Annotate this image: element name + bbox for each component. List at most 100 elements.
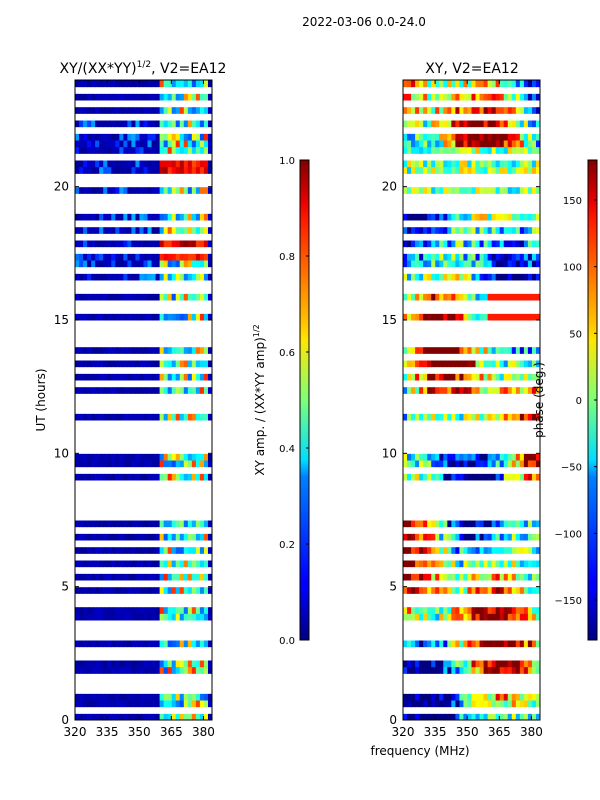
heatmap-cell [95,686,100,694]
heatmap-cell [515,600,521,608]
heatmap-cell [83,406,88,414]
heatmap-cell [187,86,193,94]
heatmap-cell [75,320,80,328]
heatmap-cell [483,500,489,508]
heatmap-cell [115,260,120,268]
heatmap-cell [431,626,436,634]
heatmap-cell [99,206,104,214]
heatmap-cell [207,540,213,548]
heatmap-cell [167,360,173,368]
heatmap-cell [487,700,493,708]
heatmap-cell [523,533,529,541]
heatmap-cell [91,260,96,268]
heatmap-cell [491,706,497,714]
heatmap-cell [427,546,432,554]
heatmap-cell [423,546,428,554]
heatmap-cell [79,393,84,401]
heatmap-cell [203,653,209,661]
heatmap-cell [175,586,181,594]
heatmap-cell [187,346,193,354]
heatmap-cell [103,506,108,514]
heatmap-cell [207,700,213,708]
heatmap-cell [207,606,213,614]
heatmap-cell [483,540,489,548]
heatmap-cell [403,460,408,468]
heatmap-cell [167,133,173,141]
heatmap-cell [91,486,96,494]
heatmap-cell [83,633,88,641]
heatmap-cell [459,440,464,448]
heatmap-cell [163,546,169,554]
heatmap-cell [507,506,513,514]
heatmap-cell [87,393,92,401]
heatmap-cell [419,686,424,694]
heatmap-cell [103,626,108,634]
heatmap-cell [207,373,213,381]
heatmap-cell [171,533,177,541]
heatmap-cell [75,200,80,208]
heatmap-cell [175,500,181,508]
heatmap-cell [87,480,92,488]
heatmap-cell [203,580,209,588]
heatmap-cell [515,546,521,554]
heatmap-cell [495,680,501,688]
heatmap-cell [179,366,185,374]
heatmap-cell [203,240,209,248]
heatmap-cell [175,453,181,461]
heatmap-cell [163,293,169,301]
heatmap-cell [179,420,185,428]
heatmap-cell [427,693,432,701]
heatmap-cell [431,680,436,688]
heatmap-cell [99,406,104,414]
heatmap-cell [111,126,116,134]
heatmap-cell [163,673,169,681]
heatmap-cell [183,466,189,474]
heatmap-cell [99,220,104,228]
heatmap-cell [483,686,489,694]
heatmap-cell [403,413,408,421]
heatmap-cell [91,313,96,321]
heatmap-cell [191,113,197,121]
heatmap-cell [139,86,144,94]
heatmap-cell [455,560,460,568]
heatmap-cell [467,580,472,588]
heatmap-cell [199,126,205,134]
heatmap-cell [107,426,112,434]
heatmap-cell [151,280,157,288]
heatmap-cell [143,400,149,408]
heatmap-cell [199,306,205,314]
heatmap-cell [167,406,173,414]
heatmap-cell [91,380,96,388]
heatmap-cell [427,700,432,708]
heatmap-cell [423,540,428,548]
heatmap-cell [503,426,509,434]
heatmap-cell [143,126,149,134]
heatmap-cell [155,373,161,381]
heatmap-cell [483,493,489,501]
heatmap-cell [203,100,209,108]
heatmap-cell [159,86,165,94]
heatmap-cell [527,713,533,721]
heatmap-cell [167,593,173,601]
heatmap-cell [183,420,189,428]
heatmap-cell [523,620,529,628]
heatmap-cell [179,433,185,441]
heatmap-cell [187,286,193,294]
heatmap-cell [167,646,173,654]
heatmap-cell [407,546,412,554]
heatmap-cell [79,293,84,301]
heatmap-cell [495,640,501,648]
heatmap-cell [175,686,181,694]
heatmap-cell [507,593,513,601]
heatmap-cell [99,486,104,494]
heatmap-cell [151,680,157,688]
heatmap-cell [87,226,92,234]
heatmap-cell [147,440,153,448]
heatmap-cell [183,413,189,421]
heatmap-cell [207,520,213,528]
heatmap-cell [135,80,140,88]
heatmap-cell [407,453,412,461]
heatmap-cell [119,126,124,134]
heatmap-cell [111,286,116,294]
heatmap-cell [503,446,509,454]
